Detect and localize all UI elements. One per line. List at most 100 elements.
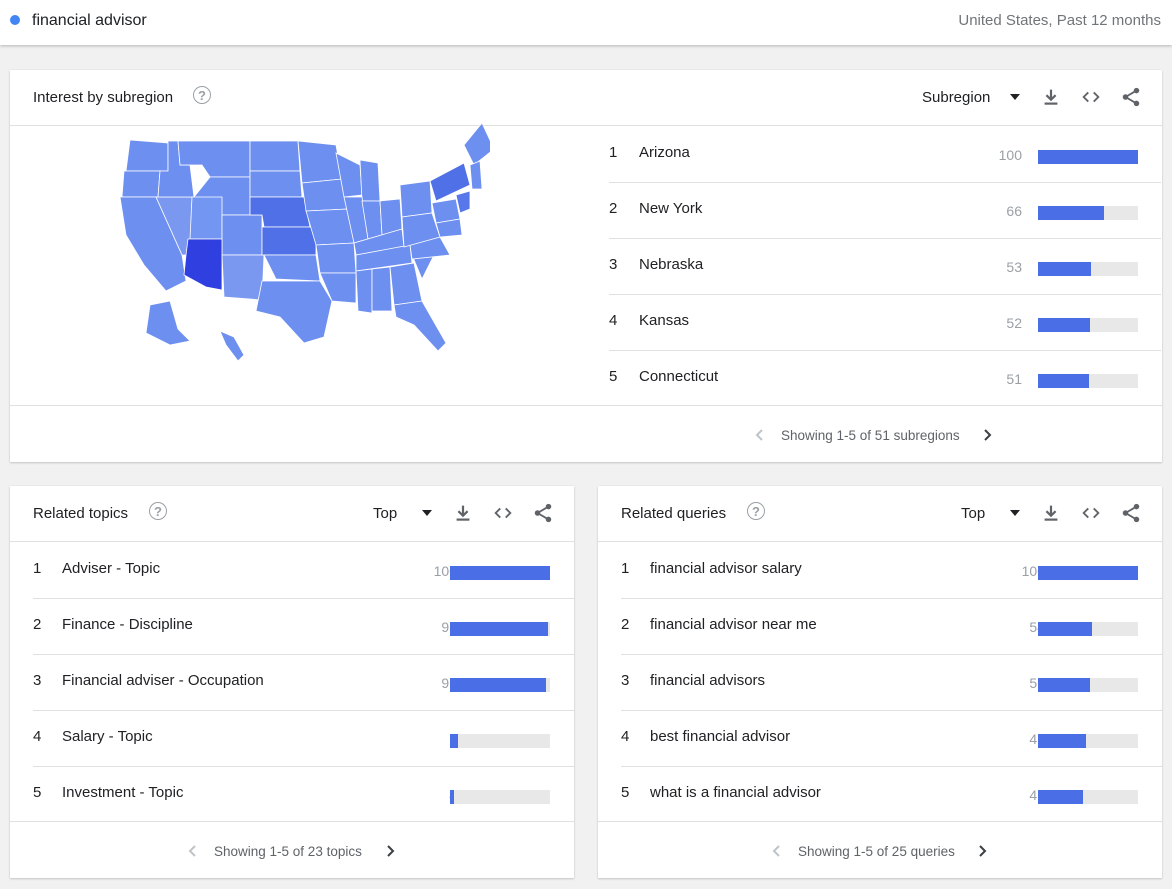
list-item[interactable]: 1 Arizona 100 [609,126,1161,183]
item-label[interactable]: Arizona [639,144,690,161]
download-icon[interactable] [1040,86,1062,108]
search-scope: United States, Past 12 months [958,12,1161,29]
code-icon[interactable] [1080,86,1102,108]
interest-bar [450,790,550,804]
topics-pager: Showing 1-5 of 23 topics [10,821,574,878]
item-label[interactable]: financial advisor salary [650,560,802,577]
subregion-select[interactable]: Subregion [922,89,991,106]
subregion-pager: Showing 1-5 of 51 subregions [10,405,1162,462]
interest-bar [450,622,550,636]
interest-bar-fill [1038,318,1090,332]
item-label[interactable]: Financial adviser - Occupation [62,672,264,689]
item-rank: 5 [33,784,42,801]
queries-select[interactable]: Top [961,505,986,522]
interest-bar [450,678,550,692]
share-icon[interactable] [1120,502,1142,524]
list-item[interactable]: 4 Kansas 52 [609,294,1161,351]
list-item[interactable]: 1 Adviser - Topic 100 [33,542,574,599]
item-rank: 2 [621,616,630,633]
related-topics-card: Related topics ? Top 1 Adviser - Topic 100… [10,486,574,878]
item-value: 52 [1006,315,1022,331]
interest-bar-fill [1038,206,1104,220]
list-item[interactable]: 1 financial advisor salary 100 [621,542,1162,599]
item-label[interactable]: Connecticut [639,368,719,385]
list-item[interactable]: 5 Connecticut 51 [609,350,1161,406]
item-rank: 1 [621,560,630,577]
interest-bar [1038,150,1138,164]
related-queries-card: Related queries ? Top 1 financial advisor… [598,486,1162,878]
us-choropleth-map[interactable] [110,105,495,365]
item-label[interactable]: Finance - Discipline [62,616,193,633]
interest-bar-fill [1038,622,1092,636]
chevron-left-icon[interactable] [769,843,785,859]
interest-bar-fill [1038,262,1091,276]
chevron-down-icon[interactable] [422,510,432,516]
interest-bar-fill [1038,678,1090,692]
item-rank: 5 [609,368,618,385]
chevron-left-icon[interactable] [752,427,768,443]
item-label[interactable]: what is a financial advisor [650,784,821,801]
item-rank: 4 [609,312,618,329]
help-circle-icon[interactable]: ? [747,502,765,520]
chevron-right-icon[interactable] [382,843,398,859]
interest-bar [1038,622,1138,636]
share-icon[interactable] [1120,86,1142,108]
item-rank: 3 [609,256,618,273]
item-label[interactable]: Nebraska [639,256,704,273]
pager-text: Showing 1-5 of 25 queries [798,844,955,859]
download-icon[interactable] [452,502,474,524]
search-term-bar: financial advisor United States, Past 12… [0,0,1172,45]
interest-bar-fill [1038,374,1089,388]
item-label[interactable]: financial advisor near me [650,616,817,633]
item-rank: 3 [33,672,42,689]
item-rank: 5 [621,784,630,801]
item-label[interactable]: financial advisors [650,672,766,689]
chevron-down-icon[interactable] [1010,94,1020,100]
interest-bar [1038,678,1138,692]
item-rank: 1 [609,144,618,161]
topics-select[interactable]: Top [373,505,398,522]
interest-bar [1038,374,1138,388]
list-item[interactable]: 2 New York 66 [609,182,1161,239]
item-rank: 4 [33,728,42,745]
queries-pager: Showing 1-5 of 25 queries [598,821,1162,878]
interest-bar-fill [1038,150,1138,164]
interest-bar-fill [450,790,454,804]
search-term[interactable]: financial advisor [32,12,147,29]
interest-bar [1038,318,1138,332]
item-label[interactable]: Adviser - Topic [62,560,161,577]
chevron-left-icon[interactable] [185,843,201,859]
help-circle-icon[interactable]: ? [149,502,167,520]
item-label[interactable]: Investment - Topic [62,784,184,801]
share-icon[interactable] [532,502,554,524]
interest-by-subregion-card: Interest by subregion ? Subregion [10,70,1162,462]
item-label[interactable]: best financial advisor [650,728,791,745]
card-header: Related topics ? Top [10,486,574,542]
interest-bar-fill [1038,566,1138,580]
item-label[interactable]: Kansas [639,312,690,329]
pager-text: Showing 1-5 of 51 subregions [781,428,960,443]
chevron-down-icon[interactable] [1010,510,1020,516]
chevron-right-icon[interactable] [974,843,990,859]
download-icon[interactable] [1040,502,1062,524]
interest-bar-fill [450,734,458,748]
help-circle-icon[interactable]: ? [193,86,211,104]
card-header: Related queries ? Top [598,486,1162,542]
interest-bar-fill [1038,790,1083,804]
chevron-right-icon[interactable] [979,427,995,443]
item-label[interactable]: New York [639,200,703,217]
list-item[interactable]: 3 Nebraska 53 [609,238,1161,295]
item-label[interactable]: Salary - Topic [62,728,153,745]
code-icon[interactable] [492,502,514,524]
code-icon[interactable] [1080,502,1102,524]
card-header: Interest by subregion ? Subregion [10,70,1162,126]
item-value: 100 [998,147,1022,163]
